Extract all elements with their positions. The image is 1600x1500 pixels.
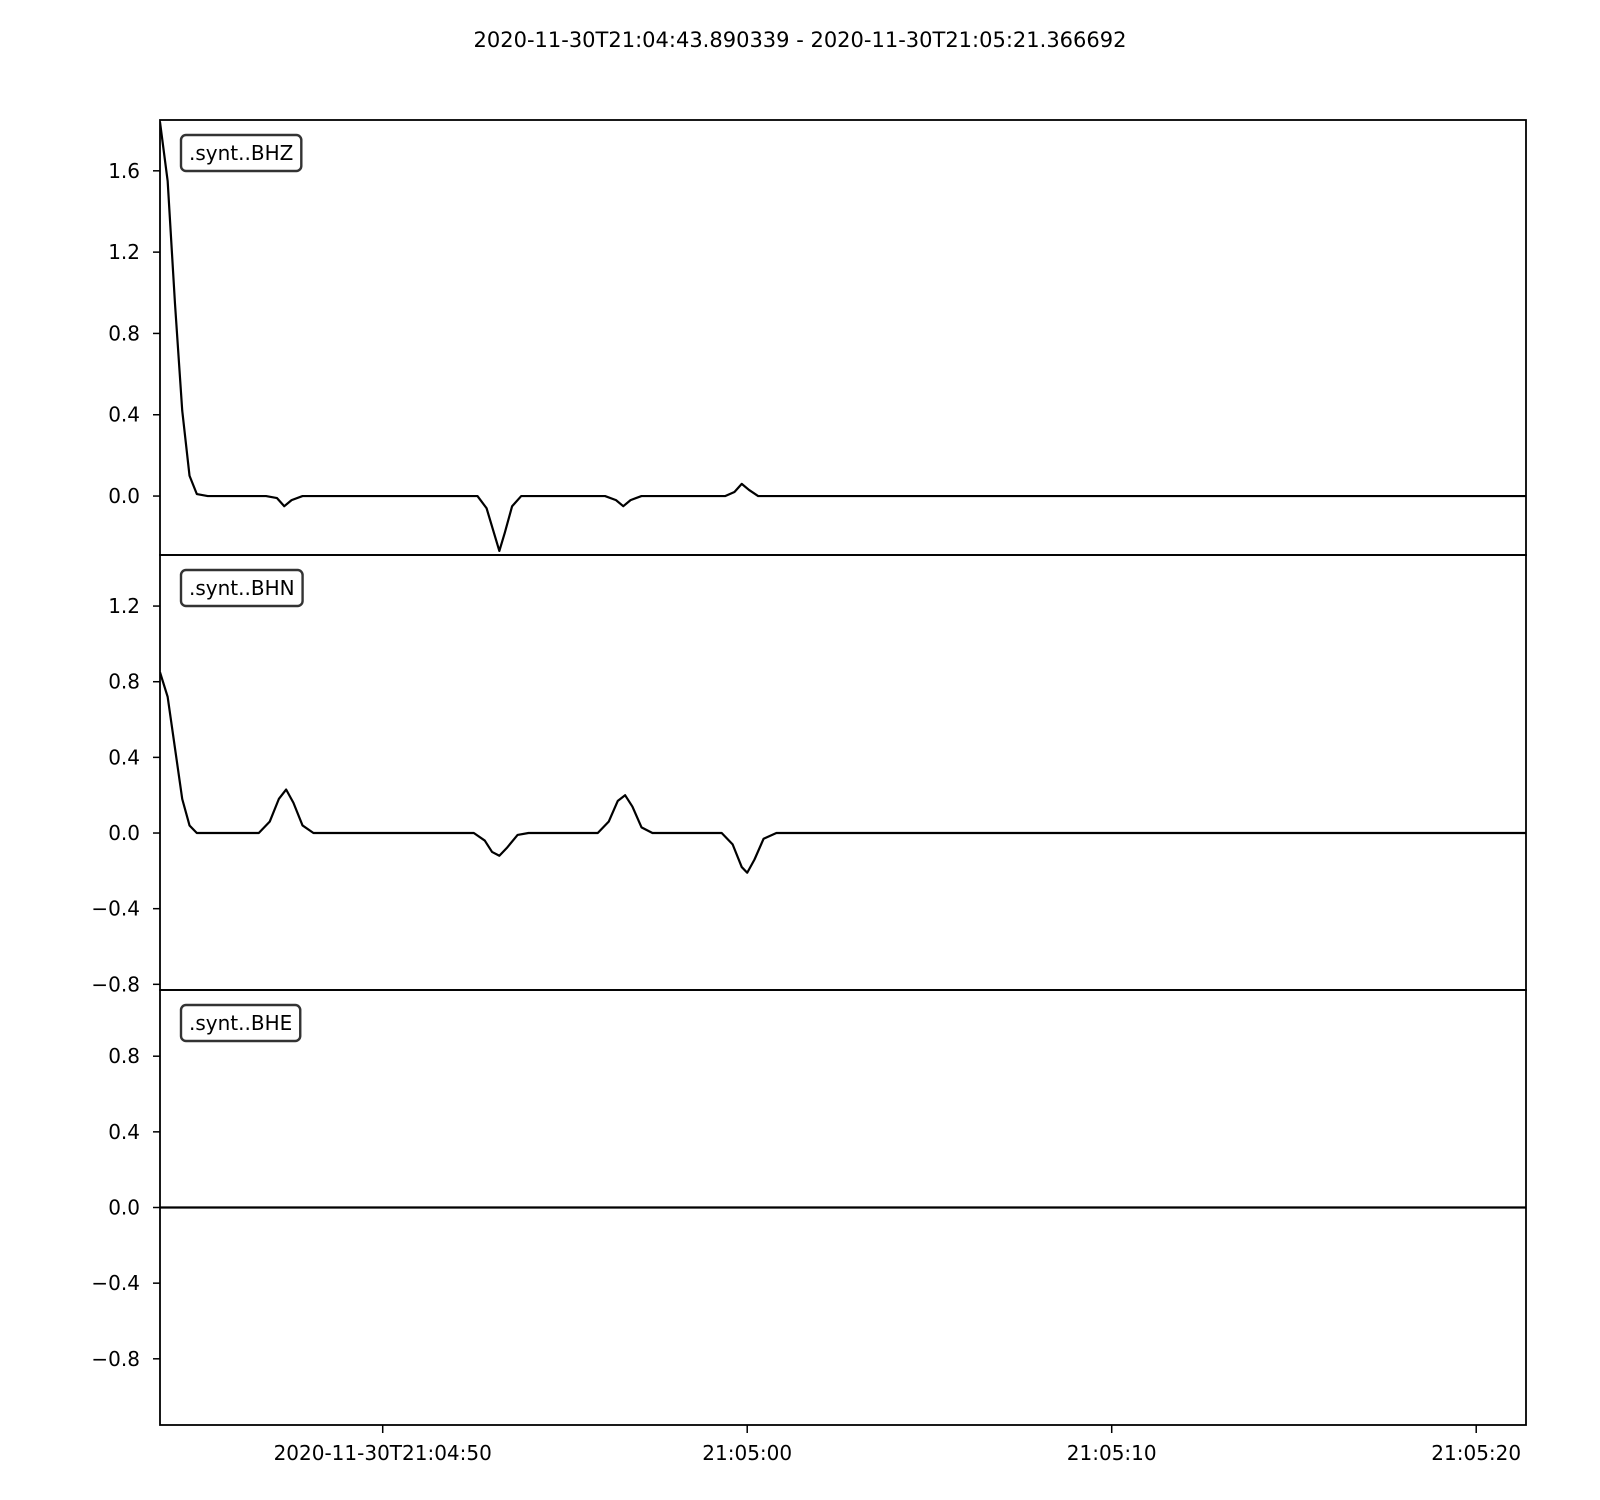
y-tick-label: −0.4 [91,897,140,921]
channel-legend: .synt..BHE [179,1003,302,1043]
y-tick-label: 0.0 [108,821,140,845]
trace-panels: 0.00.40.81.21.6.synt..BHZ−0.8−0.40.00.40… [91,119,1527,1426]
waveform-line [160,671,1526,874]
y-tick-label: −0.4 [91,1271,140,1295]
trace-panel: 0.0 0.4 0.8 1.2 1.6 .synt..BHZ [108,119,1527,556]
channel-label: .synt..BHE [189,1011,292,1035]
legend-box [179,568,304,608]
legend-box [179,1003,302,1043]
y-tick-label: −0.8 [91,1347,140,1371]
y-tick-label: 1.6 [108,159,140,183]
channel-legend: .synt..BHZ [179,133,303,173]
panel-frame [159,989,1527,1426]
x-axis: 2020-11-30T21:04:50 21:05:00 21:05:10 21:05… [274,1425,1521,1465]
y-tick-label: 0.0 [108,484,140,508]
y-tick-label: 1.2 [108,594,140,618]
y-tick-label: −0.8 [91,972,140,996]
x-tick-label: 21:05:00 [702,1441,792,1465]
waveform-line [160,121,1526,553]
x-tick-label: 2020-11-30T21:04:50 [274,1441,492,1465]
y-tick-label: 0.4 [108,403,140,427]
trace-panel: −0.8 −0.4 0.0 0.4 0.8 1.2 .synt..BHN [91,554,1527,996]
figure-title: 2020-11-30T21:04:43.890339 - 2020-11-30T… [474,28,1127,52]
y-tick-label: 0.8 [108,670,140,694]
y-tick-label: 0.4 [108,745,140,769]
legend-box [179,133,303,173]
y-tick-label: 1.2 [108,240,140,264]
y-tick-label: 0.8 [108,1044,140,1068]
channel-label: .synt..BHN [189,576,295,600]
channel-legend: .synt..BHN [179,568,304,608]
y-tick-label: 0.0 [108,1196,140,1220]
channel-label: .synt..BHZ [189,141,293,165]
y-tick-label: 0.8 [108,321,140,345]
x-tick-label: 21:05:20 [1431,1441,1521,1465]
y-tick-label: 0.4 [108,1120,140,1144]
x-tick-label: 21:05:10 [1067,1441,1157,1465]
trace-panel: −0.8 −0.4 0.0 0.4 0.8 .synt..BHE [91,989,1527,1426]
